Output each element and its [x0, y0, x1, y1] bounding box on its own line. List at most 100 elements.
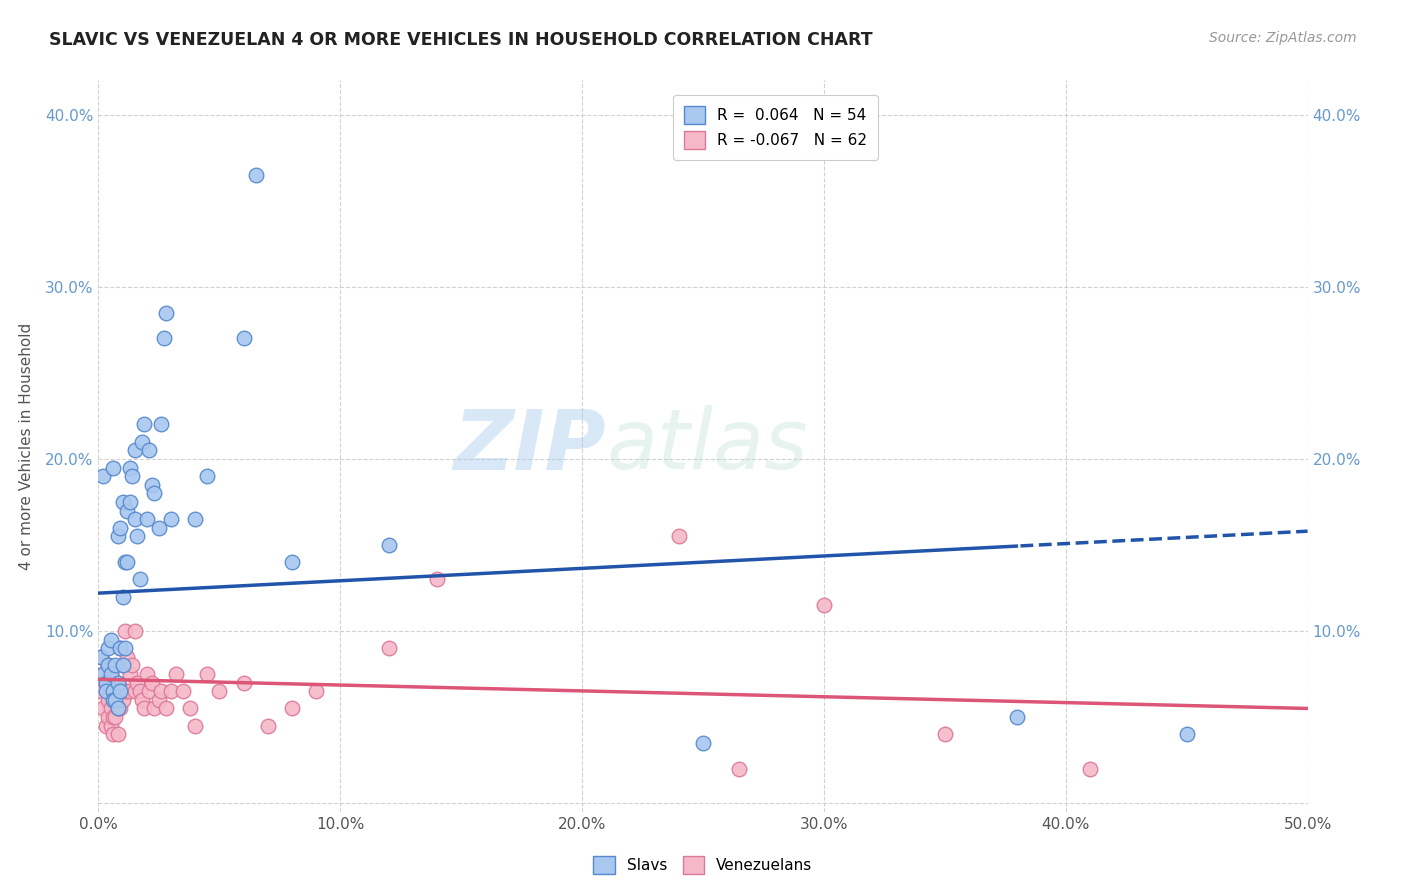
Point	[1007, 710, 1029, 724]
Text: atlas: atlas	[606, 406, 808, 486]
Point	[107, 529, 129, 543]
Point	[111, 590, 134, 604]
Point	[97, 641, 120, 656]
Point	[94, 719, 117, 733]
Point	[195, 667, 218, 681]
Point	[377, 538, 399, 552]
Point	[100, 632, 122, 647]
Point	[107, 727, 129, 741]
Point	[155, 305, 177, 319]
Legend: Slavs, Venezuelans: Slavs, Venezuelans	[588, 850, 818, 880]
Point	[208, 684, 231, 698]
Point	[91, 701, 114, 715]
Point	[100, 667, 122, 681]
Point	[94, 675, 117, 690]
Point	[108, 521, 131, 535]
Point	[97, 658, 120, 673]
Point	[101, 727, 124, 741]
Point	[256, 719, 278, 733]
Point	[100, 667, 122, 681]
Point	[134, 417, 156, 432]
Point	[245, 168, 267, 182]
Point	[131, 693, 153, 707]
Point	[134, 701, 156, 715]
Point	[934, 727, 956, 741]
Point	[127, 675, 149, 690]
Point	[232, 675, 254, 690]
Point	[135, 512, 157, 526]
Text: Source: ZipAtlas.com: Source: ZipAtlas.com	[1209, 31, 1357, 45]
Point	[184, 719, 207, 733]
Point	[426, 573, 449, 587]
Point	[114, 641, 136, 656]
Point	[118, 667, 141, 681]
Point	[117, 555, 139, 569]
Point	[101, 460, 124, 475]
Point	[97, 710, 120, 724]
Point	[111, 693, 134, 707]
Point	[90, 649, 112, 664]
Point	[107, 701, 129, 715]
Point	[160, 512, 183, 526]
Point	[195, 469, 218, 483]
Point	[114, 555, 136, 569]
Point	[124, 443, 146, 458]
Point	[165, 667, 187, 681]
Point	[124, 624, 146, 638]
Point	[152, 331, 174, 345]
Point	[104, 710, 127, 724]
Point	[305, 684, 328, 698]
Legend: R =  0.064   N = 54, R = -0.067   N = 62: R = 0.064 N = 54, R = -0.067 N = 62	[673, 95, 879, 160]
Point	[111, 658, 134, 673]
Point	[728, 762, 751, 776]
Point	[107, 701, 129, 715]
Point	[160, 684, 183, 698]
Point	[90, 684, 112, 698]
Point	[148, 521, 170, 535]
Text: SLAVIC VS VENEZUELAN 4 OR MORE VEHICLES IN HOUSEHOLD CORRELATION CHART: SLAVIC VS VENEZUELAN 4 OR MORE VEHICLES …	[49, 31, 873, 49]
Point	[114, 684, 136, 698]
Point	[128, 573, 150, 587]
Point	[179, 701, 201, 715]
Point	[108, 684, 131, 698]
Point	[107, 675, 129, 690]
Point	[91, 667, 114, 681]
Point	[377, 641, 399, 656]
Point	[281, 701, 304, 715]
Point	[90, 649, 112, 664]
Point	[692, 736, 714, 750]
Point	[117, 684, 139, 698]
Point	[100, 719, 122, 733]
Point	[143, 701, 166, 715]
Point	[281, 555, 304, 569]
Point	[107, 675, 129, 690]
Point	[101, 684, 124, 698]
Point	[128, 684, 150, 698]
Point	[138, 684, 160, 698]
Point	[117, 649, 139, 664]
Point	[143, 486, 166, 500]
Point	[232, 331, 254, 345]
Point	[118, 460, 141, 475]
Point	[101, 684, 124, 698]
Y-axis label: 4 or more Vehicles in Household: 4 or more Vehicles in Household	[18, 322, 34, 570]
Point	[135, 667, 157, 681]
Point	[141, 477, 163, 491]
Point	[1078, 762, 1101, 776]
Point	[131, 434, 153, 449]
Point	[1175, 727, 1198, 741]
Point	[121, 469, 143, 483]
Point	[91, 469, 114, 483]
Point	[138, 443, 160, 458]
Point	[104, 658, 127, 673]
Point	[111, 658, 134, 673]
Point	[108, 641, 131, 656]
Point	[148, 693, 170, 707]
Point	[100, 701, 122, 715]
Point	[813, 598, 835, 612]
Point	[104, 693, 127, 707]
Text: ZIP: ZIP	[454, 406, 606, 486]
Point	[117, 503, 139, 517]
Point	[108, 641, 131, 656]
Point	[97, 693, 120, 707]
